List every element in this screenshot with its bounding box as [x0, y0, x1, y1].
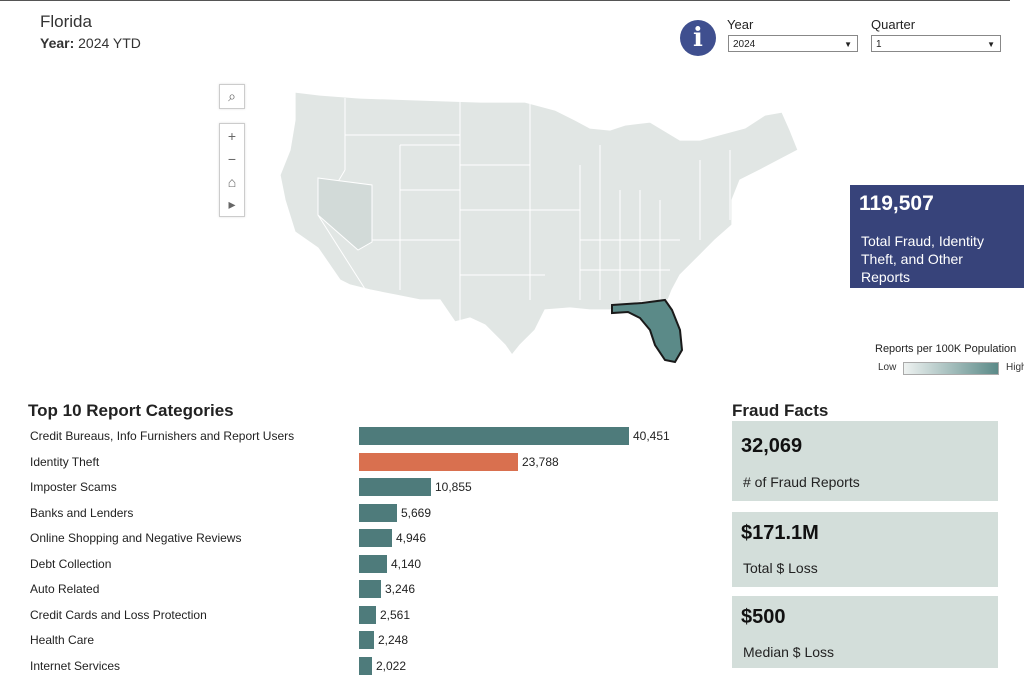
page-title: Florida: [40, 12, 92, 31]
fraud-reports-label: # of Fraud Reports: [743, 474, 860, 490]
bar-value-label: 4,946: [396, 531, 427, 545]
quarter-filter-label: Quarter: [871, 17, 916, 32]
bar-mark[interactable]: [359, 555, 387, 573]
bar-mark[interactable]: [359, 453, 518, 471]
year-select-value: 2024: [733, 39, 756, 50]
median-loss-value: $500: [741, 606, 786, 628]
total-reports-label: Total Fraud, Identity Theft, and Other R…: [861, 233, 984, 285]
bar-mark[interactable]: [359, 631, 374, 649]
year-select[interactable]: 2024 ▼: [728, 35, 858, 52]
bar-value-label: 2,022: [376, 659, 407, 673]
bar-value-label: 4,140: [391, 557, 422, 571]
category-label: Credit Bureaus, Info Furnishers and Repo…: [30, 429, 295, 443]
bar-value-label: 2,248: [378, 633, 409, 647]
total-reports-value: 119,507: [859, 192, 934, 215]
category-label: Debt Collection: [30, 557, 112, 571]
bar-value-label: 10,855: [435, 480, 472, 494]
category-label: Banks and Lenders: [30, 506, 134, 520]
bar-mark[interactable]: [359, 478, 431, 496]
us-lower48: [279, 91, 799, 357]
zoom-out-icon[interactable]: −: [227, 150, 237, 167]
bar-mark[interactable]: [359, 580, 381, 598]
info-icon[interactable]: i: [680, 20, 716, 56]
category-label: Imposter Scams: [30, 480, 117, 494]
top-divider: [0, 0, 1010, 1]
category-label: Online Shopping and Negative Reviews: [30, 531, 242, 545]
quarter-select[interactable]: 1 ▼: [871, 35, 1001, 52]
us-map[interactable]: [0, 0, 1024, 390]
us-map-base: [279, 91, 799, 357]
total-reports-card: 119,507 Total Fraud, Identity Theft, and…: [850, 185, 1024, 288]
year-value: 2024 YTD: [78, 35, 141, 51]
bar-value-label: 40,451: [633, 429, 670, 443]
bar-mark[interactable]: [359, 529, 392, 547]
map-search-tool[interactable]: ⌕: [219, 84, 245, 109]
florida-state[interactable]: [611, 298, 684, 364]
legend-title: Reports per 100K Population: [875, 343, 1017, 355]
category-label: Auto Related: [30, 582, 100, 596]
bar-value-label: 3,246: [385, 582, 416, 596]
category-label: Internet Services: [30, 659, 121, 673]
category-label: Health Care: [30, 633, 95, 647]
total-loss-card: $171.1M Total $ Loss: [732, 512, 998, 587]
total-loss-value: $171.1M: [741, 522, 819, 544]
median-loss-card: $500 Median $ Loss: [732, 596, 998, 668]
chevron-down-icon: ▼: [844, 40, 852, 49]
chart-title: Top 10 Report Categories: [28, 401, 234, 420]
bar-mark[interactable]: [359, 504, 397, 522]
fraud-reports-card: 32,069 # of Fraud Reports: [732, 421, 998, 501]
year-filter-label: Year: [727, 17, 754, 32]
median-loss-label: Median $ Loss: [743, 644, 835, 660]
state-borders: [317, 98, 731, 330]
category-label: Credit Cards and Loss Protection: [30, 608, 207, 622]
home-icon[interactable]: ⌂: [227, 173, 237, 190]
search-icon[interactable]: ⌕: [228, 88, 236, 104]
bar-mark[interactable]: [359, 606, 376, 624]
total-loss-label: Total $ Loss: [743, 560, 818, 576]
bar-value-label: 23,788: [522, 455, 559, 469]
zoom-in-icon[interactable]: +: [227, 127, 237, 144]
nevada-state: [317, 177, 373, 251]
bar-value-label: 5,669: [401, 506, 432, 520]
fraud-facts-title: Fraud Facts: [732, 401, 829, 420]
map-zoom-controls: + − ⌂ ▸: [219, 123, 245, 217]
legend-low-label: Low: [878, 362, 897, 373]
bar-value-label: 2,561: [380, 608, 411, 622]
year-subtitle: Year: 2024 YTD: [40, 35, 141, 51]
quarter-select-value: 1: [876, 39, 882, 50]
category-label: Identity Theft: [30, 455, 100, 469]
legend-high-label: High: [1006, 362, 1024, 373]
legend-gradient-bar: [903, 362, 999, 375]
fraud-reports-value: 32,069: [741, 435, 803, 457]
chevron-down-icon: ▼: [987, 40, 995, 49]
bar-mark[interactable]: [359, 427, 629, 445]
year-prefix: Year:: [40, 35, 75, 51]
play-arrow-icon[interactable]: ▸: [228, 196, 236, 212]
bar-mark[interactable]: [359, 657, 372, 675]
